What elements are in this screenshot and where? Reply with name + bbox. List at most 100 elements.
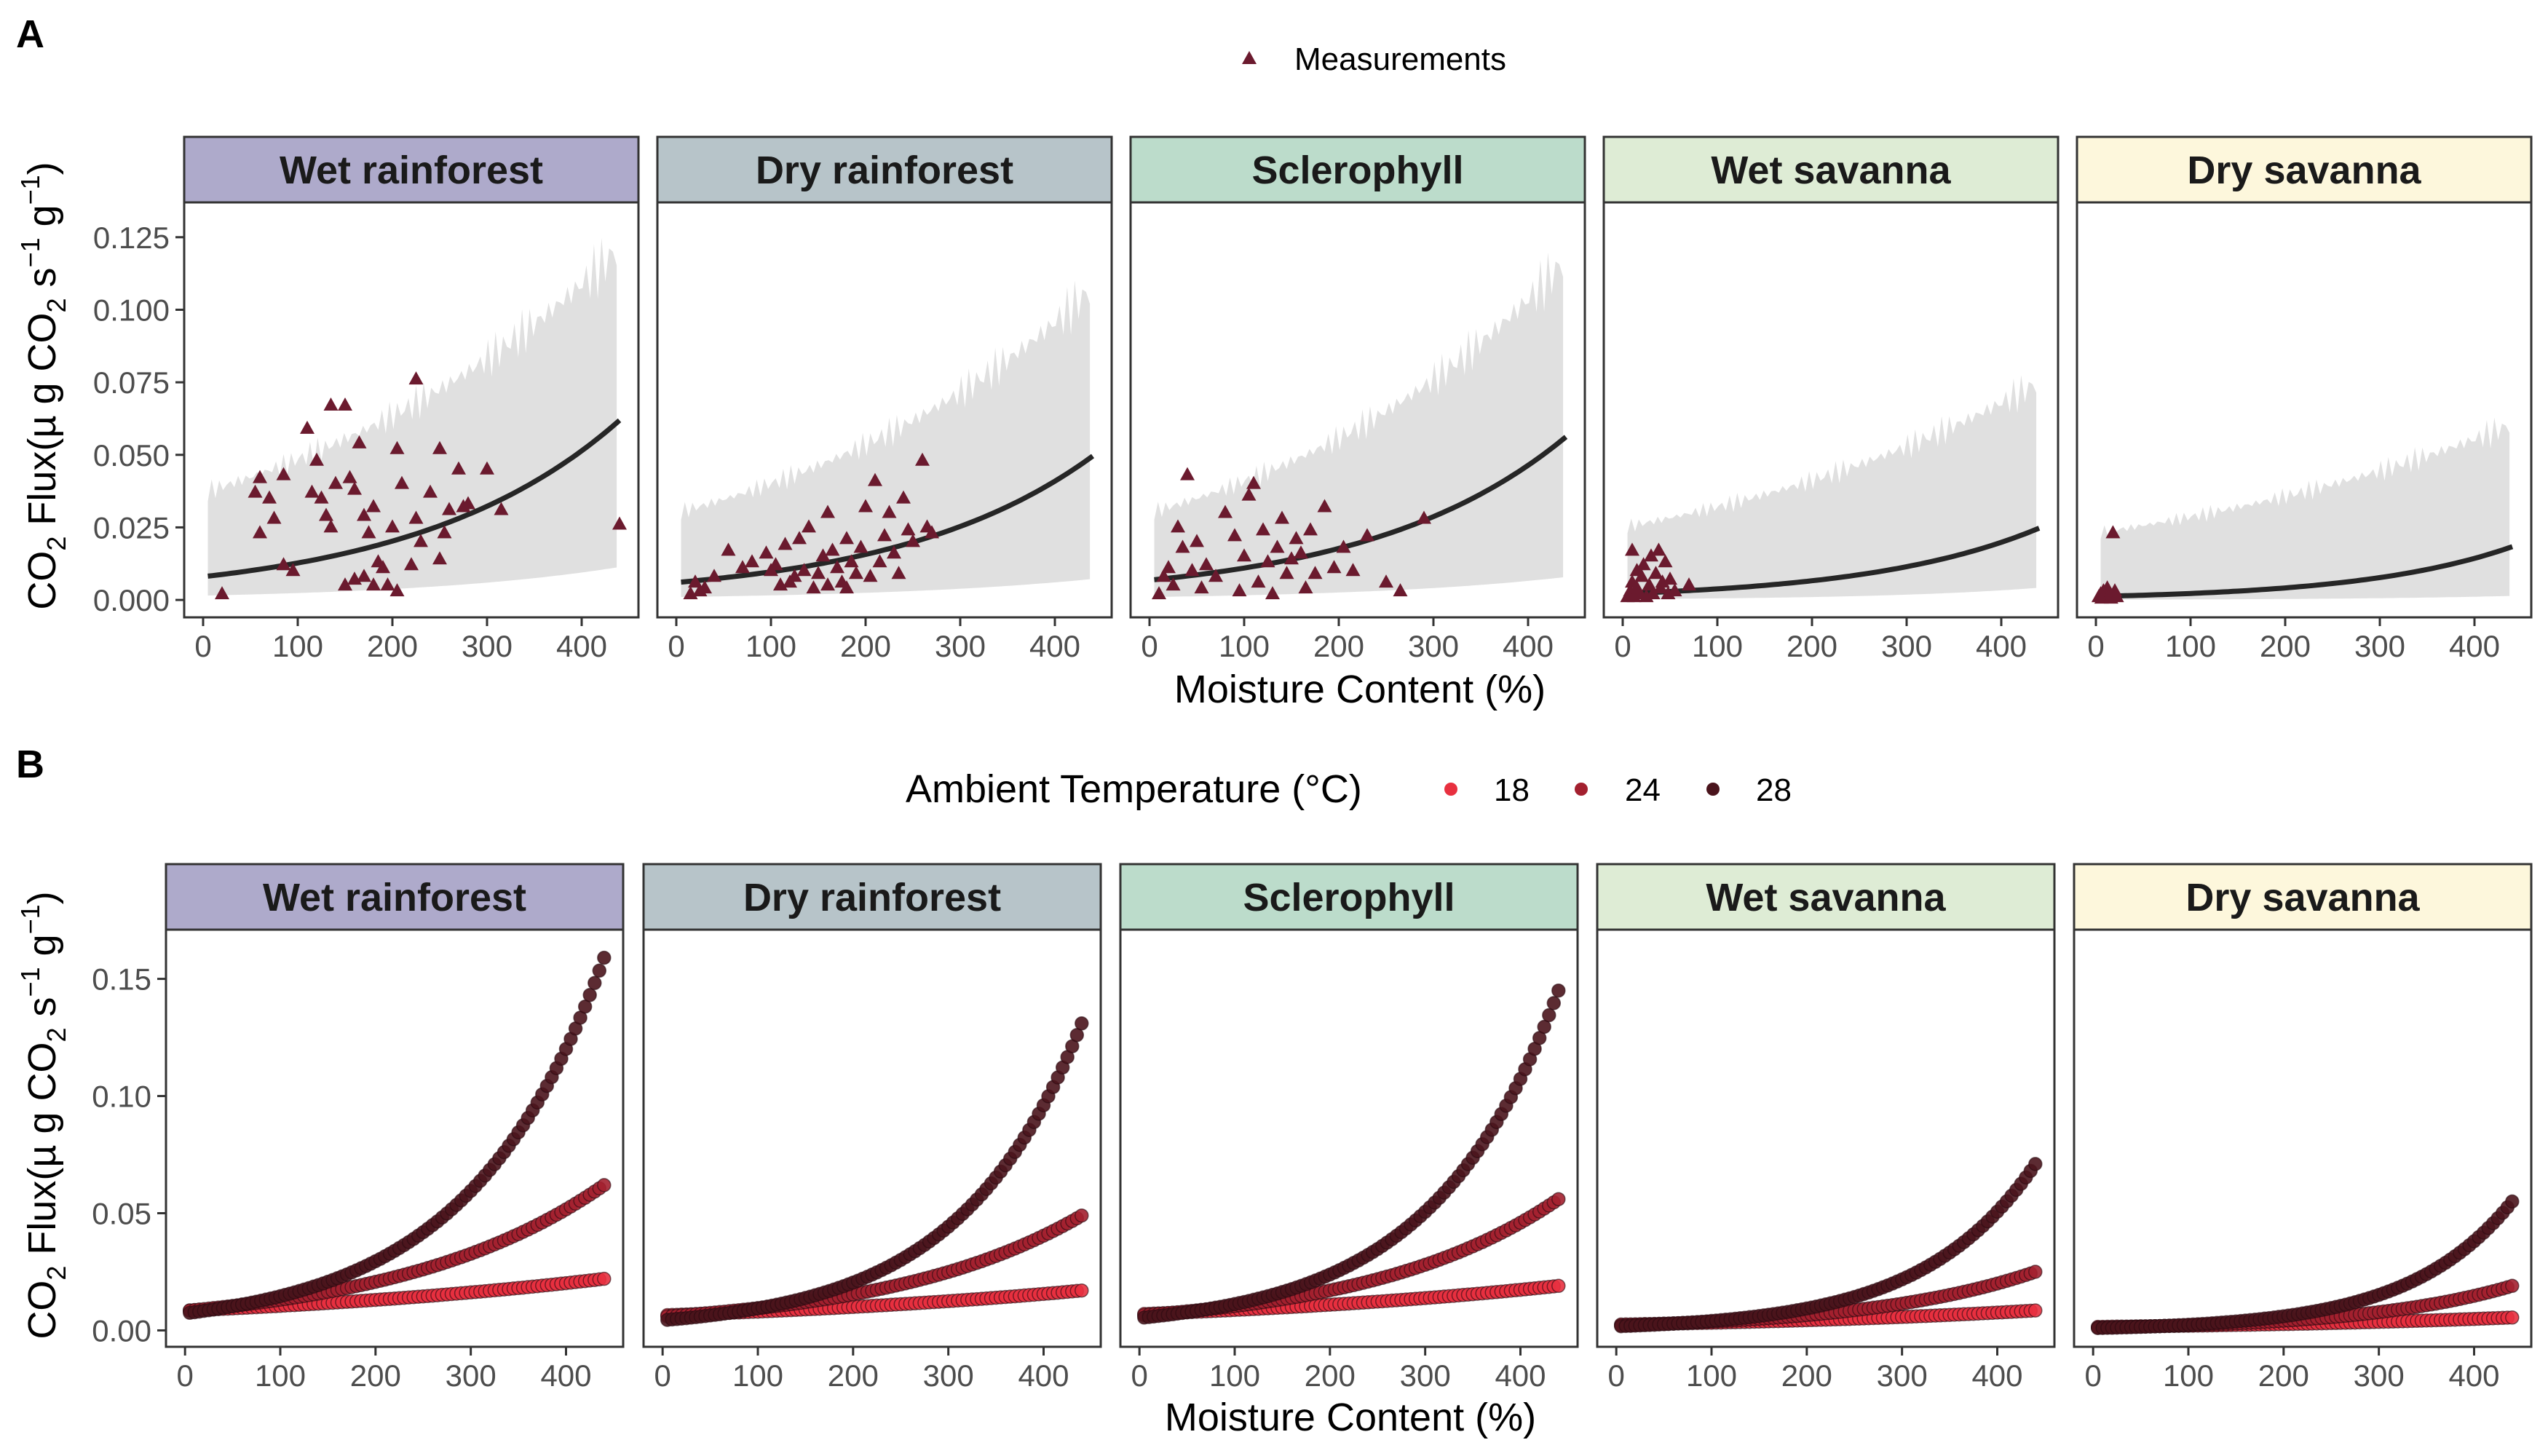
measurement-point <box>1317 499 1332 513</box>
measurement-point <box>1251 574 1266 588</box>
facet-strip <box>1119 863 1579 931</box>
measurement-point <box>461 496 475 510</box>
measurement-point <box>380 577 395 591</box>
x-tick-label: 300 <box>446 1358 496 1393</box>
measurement-point <box>1294 545 1308 559</box>
plot-frame <box>1119 928 1579 1348</box>
measurement-point <box>1289 531 1304 545</box>
measurement-point <box>1175 539 1190 553</box>
panel-b-x-axis-title: Moisture Content (%) <box>1165 1396 1536 1439</box>
panel-b-letter: B <box>16 743 44 786</box>
measurement-point <box>830 560 844 574</box>
x-tick-label: 100 <box>1209 1358 1260 1393</box>
x-tick-label: 100 <box>745 629 796 663</box>
measurement-point <box>309 452 324 466</box>
measurement-point <box>300 420 314 434</box>
measurement-point <box>872 554 887 568</box>
measurement-point <box>1218 505 1233 518</box>
facet-strip <box>1129 135 1586 204</box>
measurement-point <box>759 545 774 559</box>
x-tick-label: 400 <box>1018 1358 1069 1393</box>
panel-a-letter: A <box>16 12 44 56</box>
measurement-point <box>432 440 447 454</box>
x-tick-label: 400 <box>1971 1358 2022 1393</box>
curve-point <box>1551 1278 1566 1294</box>
measurement-point <box>882 505 897 518</box>
facet-dry-savanna: Dry savanna 0 100 200 300 400 <box>2073 863 2533 1393</box>
plot-marks <box>2090 1194 2520 1335</box>
measurement-point <box>253 470 267 483</box>
x-tick-label: 100 <box>732 1358 783 1393</box>
curve-point <box>592 963 607 978</box>
measurement-point <box>802 519 816 533</box>
measurement-point <box>858 499 873 513</box>
facet-strip <box>2073 863 2533 931</box>
legend-b-label-24: 24 <box>1625 772 1661 808</box>
x-tick-label: 100 <box>1686 1358 1737 1393</box>
fit-line <box>207 418 622 579</box>
measurement-point <box>1227 528 1242 542</box>
measurement-point <box>304 484 320 498</box>
legend-b: Ambient Temperature (°C) 18 24 28 <box>906 767 1792 811</box>
fit-line <box>2100 544 2514 599</box>
x-tick-label: 300 <box>923 1358 974 1393</box>
measurement-point <box>707 569 721 582</box>
measurement-point <box>1393 583 1408 597</box>
prediction-ribbon <box>1627 375 2037 599</box>
measurement-point <box>376 560 390 574</box>
measurement-point <box>1161 560 1176 574</box>
plot-marks <box>1136 983 1566 1325</box>
measurement-point <box>915 452 930 466</box>
facet-dry-rainforest: Dry rainforest 0 100 200 300 400 <box>642 863 1102 1393</box>
measurement-point <box>745 554 759 568</box>
x-tick-label: 300 <box>1408 629 1459 663</box>
x-tick-label: 400 <box>1503 629 1554 663</box>
x-tick-label: 300 <box>1877 1358 1928 1393</box>
measurement-point <box>1682 577 1696 591</box>
prediction-ribbon <box>1154 252 1564 597</box>
measurement-point <box>285 563 301 577</box>
legend-a-triangle-icon <box>1242 51 1257 64</box>
y-tick-label: 0.025 <box>93 510 170 545</box>
measurement-point <box>825 542 840 556</box>
measurement-point <box>1180 467 1195 480</box>
x-tick-label: 200 <box>1781 1358 1832 1393</box>
measurement-point <box>1199 557 1214 571</box>
measurement-point <box>389 440 405 454</box>
measurement-point <box>389 583 405 597</box>
y-tick-label: 0.075 <box>93 365 170 400</box>
panel-a-y-axis-title: CO2 Flux(µ g CO2 s−1 g−1) <box>15 162 71 609</box>
curve-point <box>597 950 612 965</box>
measurement-point <box>906 534 920 547</box>
measurement-point <box>480 461 494 475</box>
plot-frame <box>656 201 1113 619</box>
facet-title: Sclerophyll <box>1251 149 1463 192</box>
measurement-point <box>1625 542 1639 556</box>
measurement-point <box>328 475 343 489</box>
curve-point <box>2028 1303 2043 1318</box>
series-28 <box>182 950 612 1321</box>
x-tick-label: 200 <box>2260 629 2311 663</box>
x-tick-label: 100 <box>255 1358 306 1393</box>
measurement-point <box>787 569 802 582</box>
series-28 <box>1613 1157 2043 1334</box>
y-tick-label: 0.125 <box>93 221 170 255</box>
curve-point <box>2505 1278 2520 1294</box>
measurement-point <box>1307 566 1323 579</box>
plot-frame <box>1602 201 2060 619</box>
facet-wet-savanna: Wet savanna 0 100 200 300 400 <box>1602 135 2060 663</box>
measurement-point <box>839 531 854 545</box>
measurement-point <box>778 537 793 550</box>
measurement-point <box>853 539 869 553</box>
measurement-point <box>1667 583 1682 597</box>
measurement-point <box>792 531 807 545</box>
measurement-point <box>215 586 229 600</box>
measurement-point <box>1237 548 1251 562</box>
measurement-point <box>688 574 703 588</box>
measurement-point <box>314 490 329 504</box>
measurement-point <box>1663 571 1677 585</box>
facet-strip <box>656 135 1113 204</box>
plot-marks <box>681 280 1095 600</box>
